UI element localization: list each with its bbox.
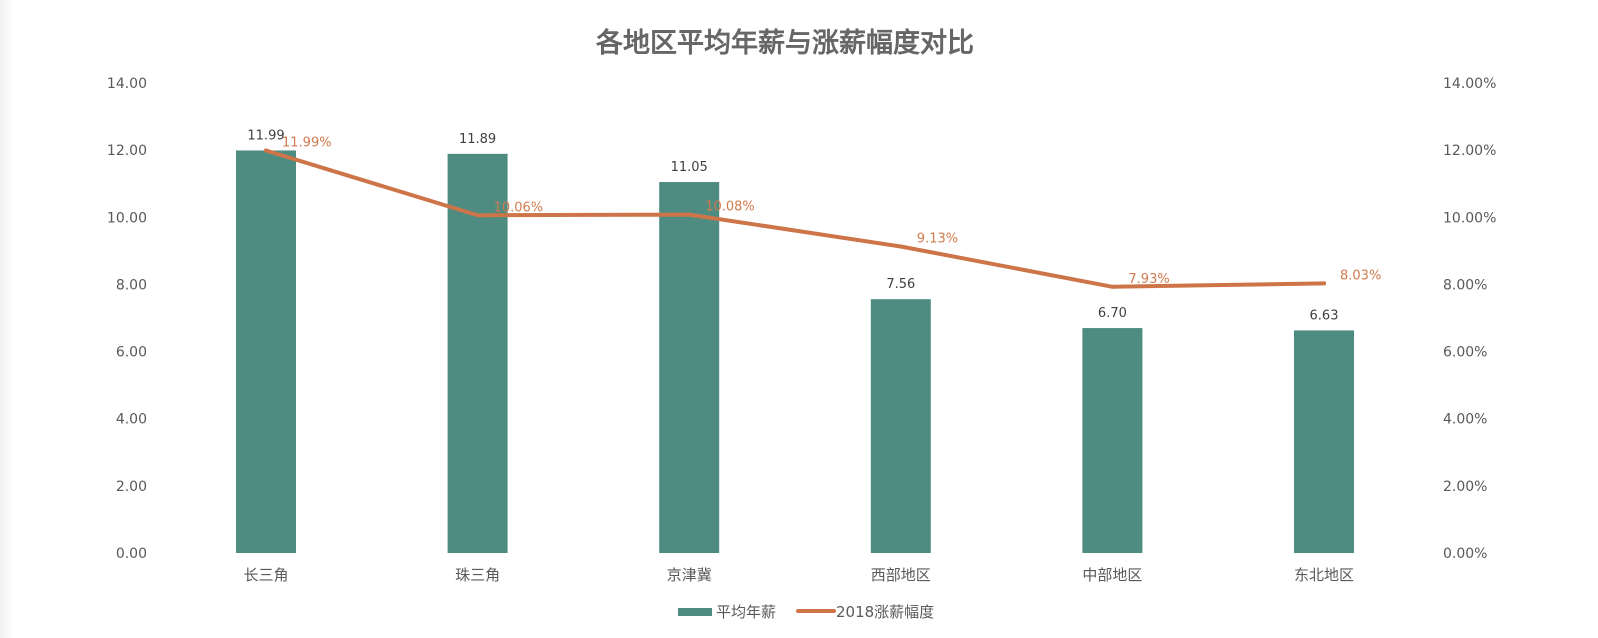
bar-data-label: 6.63 (1310, 308, 1339, 323)
line-point (898, 244, 903, 249)
line-data-labels: 11.99% 10.06% 10.08% 9.13% 7.93% 8.03% (282, 135, 1381, 286)
bar (447, 153, 508, 554)
line-series-path (264, 148, 1326, 289)
bar (236, 150, 296, 553)
left-y-tick-label: 8.00 (116, 277, 147, 293)
line-data-label: 9.13% (917, 231, 958, 246)
line-point (475, 213, 480, 218)
legend-line-label: 2018涨薪幅度 (836, 603, 934, 621)
x-category-label: 珠三角 (455, 566, 500, 584)
left-y-tick-label: 12.00 (107, 143, 147, 159)
line-series (264, 148, 1326, 289)
left-y-tick-label: 0.00 (116, 546, 147, 562)
right-y-tick-label: 6.00% (1443, 345, 1487, 361)
line-point (1110, 284, 1115, 289)
bar-series (236, 150, 1354, 554)
x-category-label: 中部地区 (1082, 566, 1142, 584)
line-data-label: 10.08% (705, 200, 755, 215)
x-category-label: 京津冀 (667, 566, 712, 584)
right-y-tick-label: 4.00% (1443, 412, 1487, 428)
bar (1082, 328, 1143, 553)
bar-data-label: 6.70 (1098, 306, 1127, 321)
legend: 平均年薪 2018涨薪幅度 (678, 603, 934, 621)
bar-data-label: 7.56 (886, 277, 915, 292)
right-y-tick-label: 0.00% (1443, 546, 1487, 562)
chart-title: 各地区平均年薪与涨薪幅度对比 (595, 27, 974, 59)
x-category-label: 西部地区 (871, 566, 931, 584)
x-category-label: 长三角 (243, 566, 288, 584)
line-point (687, 212, 692, 217)
line-data-label: 10.06% (494, 200, 544, 215)
right-y-tick-label: 12.00% (1443, 143, 1496, 159)
left-y-tick-label: 14.00 (107, 76, 147, 92)
bar-data-label: 11.89 (459, 132, 496, 147)
right-y-axis: 0.00% 2.00% 4.00% 6.00% 8.00% 10.00% 12.00% 14.… (1443, 76, 1496, 562)
bar-data-labels: 11.99 11.89 11.05 7.56 6.70 6.63 (247, 128, 1338, 323)
right-y-tick-label: 14.00% (1443, 76, 1496, 92)
legend-bar-label: 平均年薪 (716, 603, 776, 621)
left-y-tick-label: 2.00 (116, 479, 147, 495)
line-data-label: 8.03% (1340, 268, 1381, 283)
x-axis-categories: 长三角 珠三角 京津冀 西部地区 中部地区 东北地区 (243, 566, 1354, 584)
x-category-label: 东北地区 (1294, 566, 1354, 584)
bar-data-label: 11.99 (247, 128, 284, 143)
legend-bar-swatch (678, 608, 712, 616)
bar (1294, 330, 1354, 553)
left-edge-shadow (0, 0, 14, 638)
right-y-tick-label: 8.00% (1443, 277, 1487, 293)
right-y-tick-label: 2.00% (1443, 479, 1487, 495)
left-y-tick-label: 10.00 (107, 210, 147, 226)
line-point (1322, 281, 1326, 286)
right-y-tick-label: 10.00% (1443, 210, 1496, 226)
bar (659, 182, 720, 554)
left-y-tick-label: 4.00 (116, 412, 147, 428)
line-data-label: 11.99% (282, 135, 332, 150)
left-y-axis: 0.00 2.00 4.00 6.00 8.00 10.00 12.00 14.00 (107, 76, 147, 562)
line-data-label: 7.93% (1128, 272, 1169, 287)
left-y-tick-label: 6.00 (116, 345, 147, 361)
bar-data-label: 11.05 (671, 160, 708, 175)
bar (870, 299, 931, 553)
line-point (264, 148, 268, 153)
